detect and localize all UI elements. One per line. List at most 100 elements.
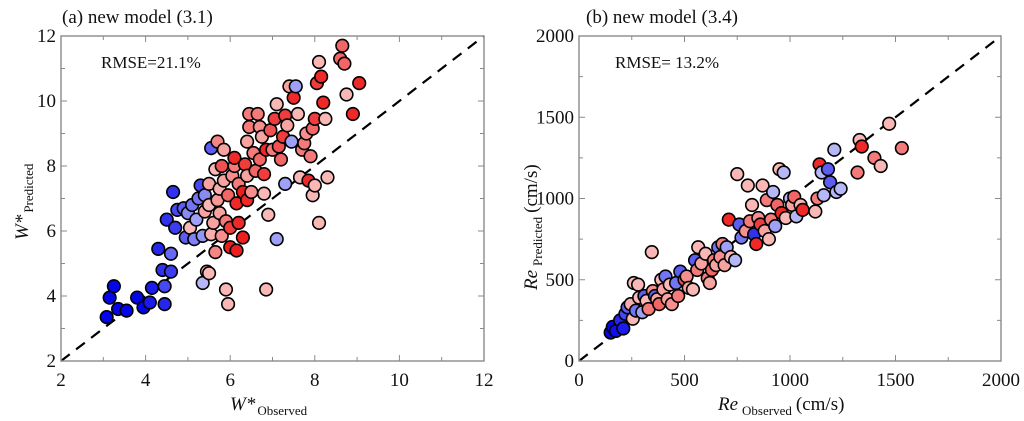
data-point bbox=[768, 219, 783, 234]
data-point bbox=[827, 142, 842, 157]
data-point bbox=[99, 310, 114, 325]
panel-a-ylabel-main: W* bbox=[12, 214, 33, 240]
data-point bbox=[776, 165, 791, 180]
data-point bbox=[157, 297, 172, 312]
data-point bbox=[311, 54, 327, 70]
y-tick-label: 2 bbox=[47, 351, 57, 372]
data-point bbox=[822, 175, 838, 190]
y-tick-label: 8 bbox=[47, 156, 57, 177]
panel-b-ylabel-sub: Predicted bbox=[530, 216, 545, 266]
panel-b-frame bbox=[578, 35, 1002, 362]
data-point bbox=[816, 188, 831, 203]
panel-b-xlabel-unit: (cm/s) bbox=[796, 394, 845, 415]
data-point bbox=[894, 141, 909, 156]
data-point bbox=[259, 282, 274, 297]
x-tick-label: 1500 bbox=[877, 370, 915, 391]
x-tick-label: 4 bbox=[141, 370, 151, 391]
panel-b-xlabel-sub: Observed bbox=[742, 403, 792, 418]
data-point bbox=[280, 118, 295, 133]
data-point bbox=[339, 87, 354, 102]
data-point bbox=[311, 215, 327, 230]
data-point bbox=[352, 76, 367, 91]
data-point bbox=[144, 280, 160, 295]
data-point bbox=[273, 152, 289, 167]
y-tick-label: 500 bbox=[546, 270, 575, 291]
data-point bbox=[250, 106, 265, 122]
data-point bbox=[256, 186, 272, 201]
data-point bbox=[850, 165, 865, 180]
data-point bbox=[142, 295, 157, 310]
data-point bbox=[165, 184, 181, 200]
y-tick-label: 4 bbox=[47, 286, 57, 307]
panel-a-reference-line bbox=[60, 35, 485, 362]
data-point bbox=[151, 241, 166, 256]
data-point bbox=[157, 279, 172, 294]
data-point bbox=[231, 215, 246, 230]
x-tick-label: 10 bbox=[390, 370, 409, 391]
panel-a-frame bbox=[60, 35, 485, 362]
data-point bbox=[320, 170, 335, 185]
data-point bbox=[278, 176, 293, 191]
data-point bbox=[201, 266, 217, 281]
panel-a-title: (a) new model (3.1) bbox=[62, 7, 213, 28]
data-point bbox=[159, 212, 174, 227]
panel-b-title: (b) new model (3.4) bbox=[586, 7, 738, 28]
data-point bbox=[214, 158, 229, 174]
panel-a-tick-labels: 2 4 6 8 10 12 2 4 6 8 10 12 bbox=[37, 26, 494, 391]
data-point bbox=[163, 246, 179, 261]
data-point bbox=[644, 245, 659, 260]
data-point bbox=[345, 106, 360, 122]
panel-b-rmse: RMSE= 13.2% bbox=[615, 53, 719, 72]
data-point bbox=[163, 264, 179, 279]
data-point bbox=[761, 232, 777, 247]
panel-b-ylabel-main: Re bbox=[521, 270, 542, 291]
data-point bbox=[119, 303, 134, 318]
panel-a-points bbox=[99, 38, 367, 325]
data-point bbox=[630, 277, 646, 292]
data-point bbox=[269, 97, 284, 112]
y-tick-label: 2000 bbox=[536, 26, 574, 47]
panel-b-ylabel-unit: (cm/s) bbox=[521, 164, 542, 213]
data-point bbox=[740, 178, 755, 193]
x-tick-label: 8 bbox=[310, 370, 320, 391]
data-point bbox=[130, 290, 145, 305]
panel-a-xlabel-sub: Observed bbox=[257, 403, 307, 418]
data-point bbox=[220, 188, 236, 203]
data-point bbox=[755, 178, 770, 193]
data-point bbox=[189, 212, 204, 227]
data-point bbox=[220, 297, 236, 312]
data-point bbox=[286, 90, 301, 105]
data-point bbox=[214, 228, 229, 243]
x-tick-label: 2000 bbox=[982, 370, 1020, 391]
data-point bbox=[820, 162, 836, 177]
data-point bbox=[218, 282, 234, 297]
data-point bbox=[766, 184, 781, 200]
data-point bbox=[318, 111, 333, 126]
x-tick-label: 12 bbox=[475, 370, 494, 391]
data-point bbox=[728, 253, 743, 268]
data-point bbox=[269, 232, 284, 247]
data-point bbox=[854, 139, 869, 154]
x-tick-label: 500 bbox=[670, 370, 699, 391]
x-tick-label: 2 bbox=[56, 370, 66, 391]
data-point bbox=[316, 95, 331, 110]
data-point bbox=[337, 56, 352, 71]
data-point bbox=[235, 230, 250, 245]
x-tick-label: 6 bbox=[225, 370, 235, 391]
data-point bbox=[749, 236, 764, 252]
x-tick-label: 0 bbox=[574, 370, 584, 391]
data-point bbox=[216, 142, 231, 157]
y-tick-label: 10 bbox=[37, 91, 56, 112]
data-point bbox=[795, 202, 810, 217]
data-point bbox=[671, 288, 686, 304]
data-point bbox=[303, 149, 318, 164]
panel-b-xlabel: Re Observed (cm/s) bbox=[717, 394, 844, 418]
data-point bbox=[616, 321, 631, 336]
panel-b-xlabel-main: Re bbox=[717, 394, 738, 415]
panel-a-rmse: RMSE=21.1% bbox=[101, 53, 201, 72]
data-point bbox=[106, 279, 121, 294]
data-point bbox=[261, 207, 276, 222]
data-point bbox=[808, 204, 823, 219]
y-tick-label: 6 bbox=[47, 221, 57, 242]
